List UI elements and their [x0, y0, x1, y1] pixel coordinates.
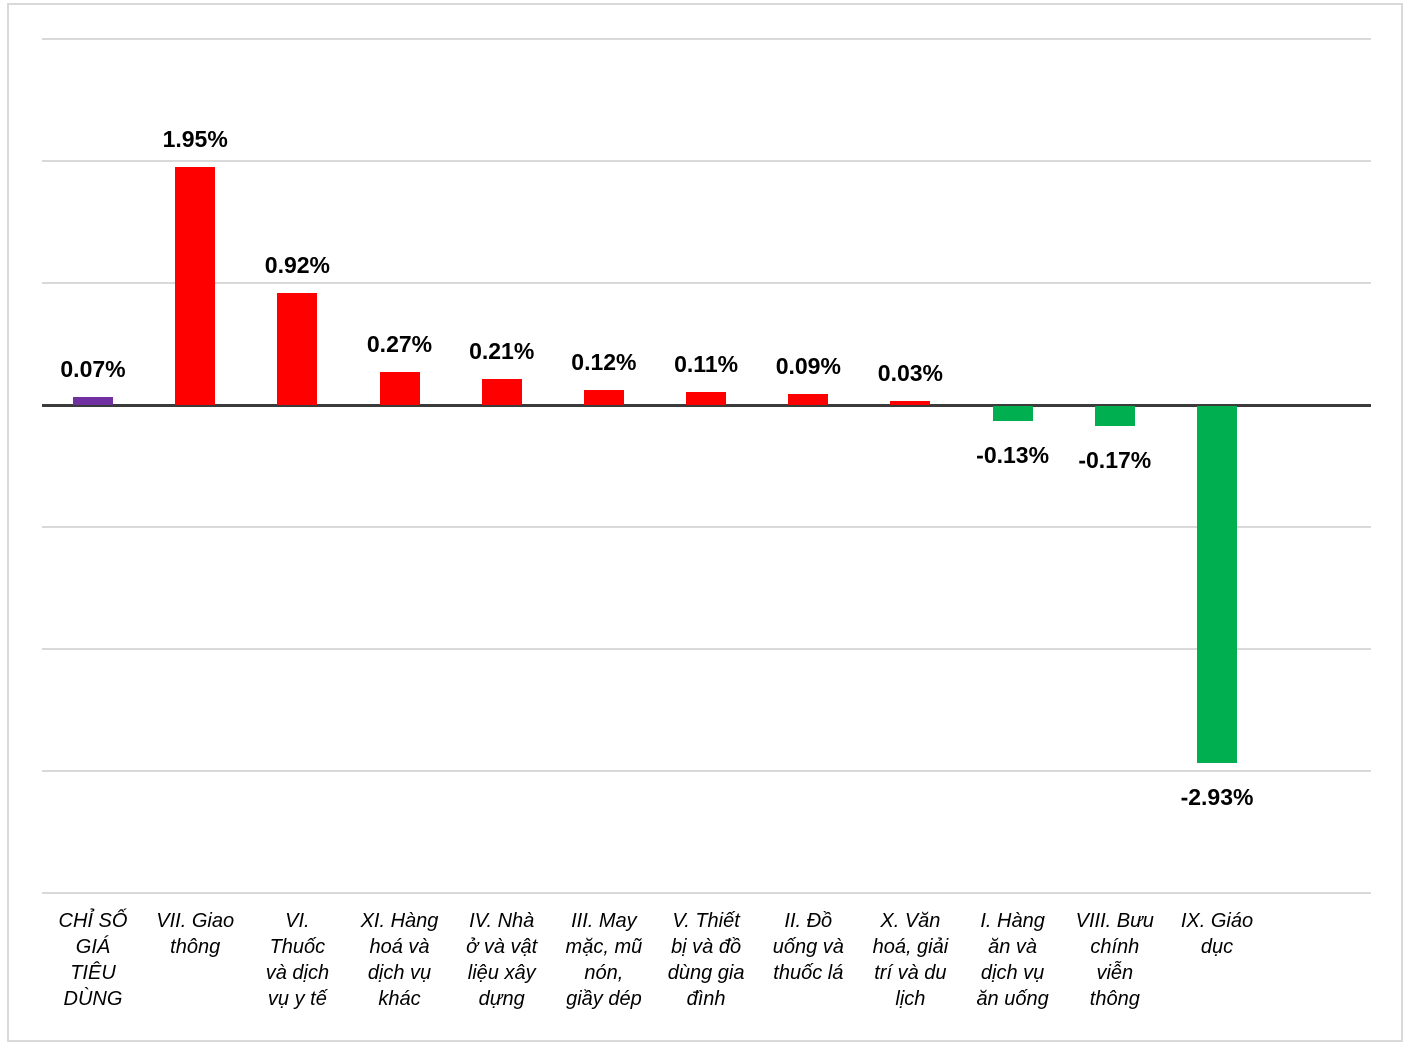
gridline [42, 770, 1371, 772]
category-axis-label: II. Đồ uống và thuốc lá [772, 910, 844, 984]
category-axis-label: X. Văn hoá, giải trí và du lịch [872, 910, 949, 1010]
gridline [42, 160, 1371, 162]
category-axis-label: IX. Giáo dục [1180, 910, 1254, 958]
bar [73, 396, 113, 405]
bar [175, 167, 216, 405]
bar [1094, 406, 1135, 426]
category-axis-label: IV. Nhà ở và vật liệu xây dựng [466, 910, 538, 1010]
bar [583, 390, 624, 405]
bar-value-label: -0.13% [976, 441, 1050, 468]
bar [992, 406, 1033, 421]
bar-value-label: 1.95% [162, 126, 228, 153]
bar [788, 394, 829, 405]
bar [277, 292, 318, 405]
gridline [42, 648, 1371, 650]
category-axis-label: V. Thiết bị và đồ dùng gia đình [667, 910, 745, 1010]
bar [1197, 406, 1237, 763]
bar [379, 372, 420, 405]
zero-axis-line [42, 404, 1371, 407]
category-axis-label: VII. Giao thông [156, 910, 235, 958]
bar-value-label: -2.93% [1180, 783, 1254, 810]
chart-border [7, 3, 1403, 1042]
bar-value-label: 0.21% [469, 338, 535, 365]
category-axis-label: I. Hàng ăn và dịch vụ ăn uống [976, 910, 1049, 1010]
category-axis-label: VIII. Bưu chính viễn thông [1075, 910, 1154, 1010]
category-axis-label: CHỈ SỐ GIÁ TIÊU DÙNG [58, 910, 128, 1010]
gridline [42, 38, 1371, 40]
category-axis-label: XI. Hàng hoá và dịch vụ khác [360, 910, 439, 1010]
bar-value-label: 0.12% [571, 349, 637, 376]
bar-value-label: 0.11% [674, 350, 739, 377]
bar-value-label: 0.92% [264, 251, 330, 278]
bar-value-label: 0.27% [366, 331, 433, 358]
bar-value-label: 0.07% [60, 355, 126, 382]
gridline [42, 526, 1371, 528]
bar-value-label: -0.17% [1078, 446, 1152, 473]
bar [481, 379, 522, 405]
bar [686, 391, 727, 405]
category-axis-label: VI. Thuốc và dịch vụ y tế [265, 910, 330, 1010]
gridline [42, 892, 1371, 894]
bar-value-label: 0.09% [775, 353, 841, 379]
category-axis-label: III. May mặc, mũ nón, giầy dép [565, 910, 643, 1010]
bar-value-label: 0.03% [877, 360, 943, 387]
gridline [42, 282, 1371, 284]
bar [890, 401, 931, 405]
